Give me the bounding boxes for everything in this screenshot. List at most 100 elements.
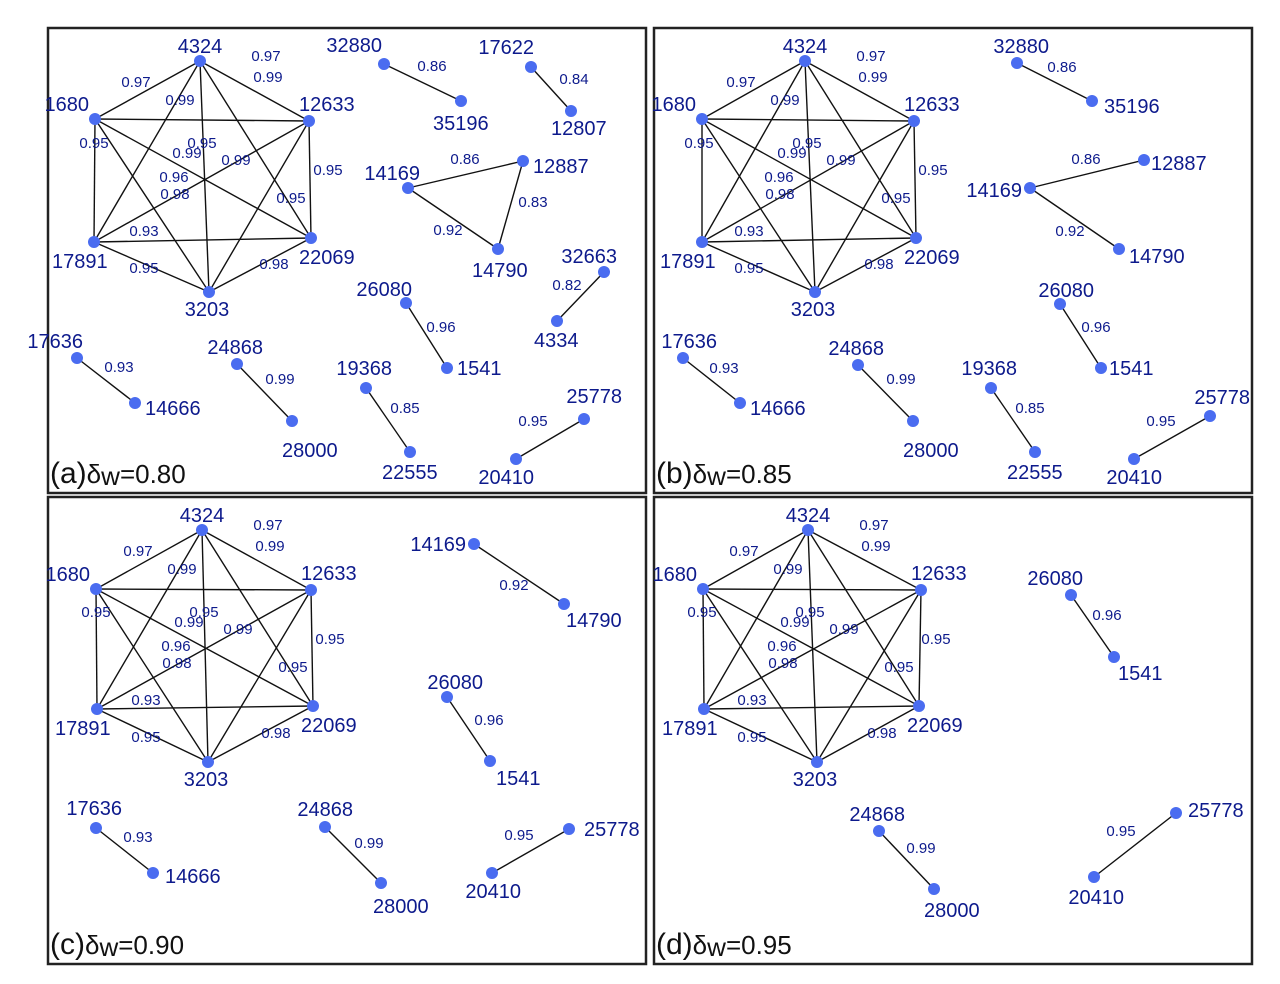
edge-26080-1541 [446,696,491,762]
edge-12633-17891 [93,120,310,243]
edge-weight-label: 0.96 [426,319,455,336]
edge-26080-1541 [1059,303,1102,369]
edge-weight-label: 0.93 [123,829,152,846]
edge-weight-label: 0.99 [829,621,858,638]
edge-weight-label: 0.99 [826,152,855,169]
edge-weight-label: 0.95 [792,135,821,152]
edge-weight-label: 0.84 [559,71,588,88]
edge-weight-label: 0.95 [131,729,160,746]
node-22069 [913,700,925,712]
node-28000 [928,883,940,895]
edge-4324-22069 [199,60,312,239]
edge-4324-12633 [807,529,922,591]
node-26080 [1054,298,1066,310]
edge-weight-label: 0.97 [729,543,758,560]
node-label-4324: 4324 [178,36,223,58]
node-label-3203: 3203 [791,299,836,321]
node-25778 [578,413,590,425]
node-label-14169: 14169 [364,163,420,185]
node-14169 [402,182,414,194]
node-24868 [231,358,243,370]
node-label-1541: 1541 [1118,663,1163,685]
edge-17891-22069 [701,237,917,243]
edge-1680-22069 [701,118,917,239]
node-label-3203: 3203 [184,769,229,791]
edge-1680-3203 [95,588,209,763]
edge-weight-label: 0.92 [499,577,528,594]
node-label-22069: 22069 [301,715,357,737]
edge-weight-label: 0.97 [253,517,282,534]
edge-17891-3203 [96,708,209,763]
edge-weight-label: 0.93 [734,223,763,240]
node-1680 [90,583,102,595]
node-3203 [809,286,821,298]
edge-26080-1541 [405,302,448,369]
edge-17891-3203 [93,241,210,293]
node-label-17622: 17622 [478,37,534,59]
node-label-1680: 1680 [652,94,697,116]
node-label-17636: 17636 [27,331,83,353]
node-label-28000: 28000 [373,896,429,918]
edge-weight-label: 0.99 [777,145,806,162]
edge-weight-label: 0.96 [764,169,793,186]
edge-weight-label: 0.99 [354,835,383,852]
node-14790 [1113,243,1125,255]
edge-4324-12633 [201,529,312,591]
edge-14169-12887 [1029,159,1145,189]
edge-17891-3203 [703,708,818,763]
edge-weight-label: 0.95 [313,162,342,179]
edge-weight-label: 0.98 [765,186,794,203]
edge-4324-17891 [703,529,809,710]
delta-symbol: δ [693,459,707,489]
node-32663 [598,266,610,278]
edge-17891-22069 [93,237,312,243]
edge-17622-12807 [530,66,572,112]
node-label-20410: 20410 [478,467,534,489]
node-label-24868: 24868 [828,338,884,360]
panel-frame [46,26,648,495]
node-14666 [147,867,159,879]
edge-weight-label: 0.97 [726,74,755,91]
node-label-3203: 3203 [793,769,838,791]
edge-1680-22069 [702,588,920,707]
edge-weight-label: 0.97 [121,74,150,91]
edge-4324-17891 [701,60,806,243]
edge-4324-22069 [201,529,314,707]
node-14790 [492,243,504,255]
node-14666 [129,397,141,409]
edge-12633-22069 [913,120,917,239]
node-label-35196: 35196 [1104,96,1160,118]
edge-1680-17891 [93,118,96,243]
edge-weight-label: 0.96 [159,169,188,186]
panel-frame [652,26,1254,495]
delta-value: =0.95 [726,930,792,960]
node-label-4324: 4324 [786,505,831,527]
node-label-26080: 26080 [356,279,412,301]
edge-weight-label: 0.96 [767,638,796,655]
edge-weight-label: 0.99 [906,840,935,857]
edge-weight-label: 0.95 [504,827,533,844]
delta-subscript: w [706,932,726,962]
node-label-19368: 19368 [961,358,1017,380]
edge-17891-3203 [701,241,816,293]
node-1680 [89,113,101,125]
edge-weight-label: 0.93 [129,223,158,240]
node-1541 [1108,651,1120,663]
node-17891 [698,703,710,715]
edge-12633-3203 [814,120,915,293]
node-24868 [852,359,864,371]
node-label-17891: 17891 [52,251,108,273]
edge-weight-label: 0.95 [187,135,216,152]
edge-weight-label: 0.99 [773,561,802,578]
node-25778 [563,823,575,835]
node-label-22069: 22069 [904,247,960,269]
edge-17636-14666 [682,357,741,404]
edge-12887-14790 [497,160,524,250]
panel-c: 0.97 0.990.970.990.990.95 0.950.980.990.95… [46,495,648,966]
edge-25778-20410 [1093,812,1177,878]
node-label-17891: 17891 [660,251,716,273]
node-label-4324: 4324 [180,505,225,527]
edge-weight-label: 0.86 [417,58,446,75]
node-label-20410: 20410 [1068,887,1124,909]
node-label-14790: 14790 [472,260,528,282]
